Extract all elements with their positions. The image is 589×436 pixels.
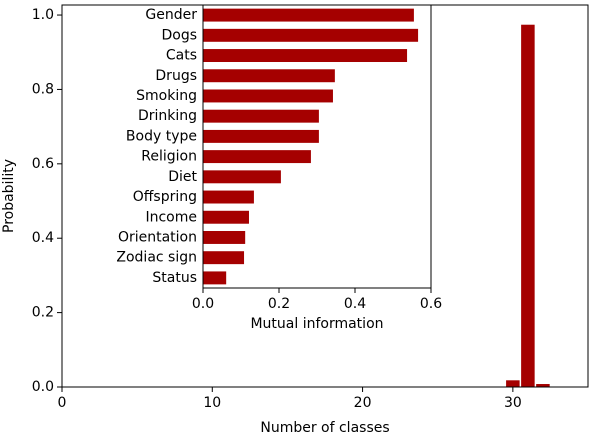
bar bbox=[536, 384, 550, 387]
y-tick-label: Zodiac sign bbox=[116, 250, 197, 266]
x-tick-label: 10 bbox=[203, 395, 221, 411]
x-axis-label: Number of classes bbox=[260, 420, 389, 436]
y-tick-label: Smoking bbox=[136, 88, 197, 104]
inset-frame bbox=[202, 4, 432, 289]
inset-x-axis-label: Mutual information bbox=[250, 316, 383, 332]
y-tick-label: 0.6 bbox=[32, 156, 54, 172]
x-tick-label: 0 bbox=[58, 395, 67, 411]
y-tick-label: Religion bbox=[141, 149, 197, 165]
bar bbox=[203, 150, 311, 164]
y-tick-label: Cats bbox=[166, 48, 197, 64]
bar bbox=[203, 8, 414, 22]
x-tick-label: 30 bbox=[504, 395, 522, 411]
y-tick-label: 0.2 bbox=[32, 305, 54, 321]
y-tick-label: Income bbox=[145, 209, 197, 225]
bar bbox=[203, 89, 333, 103]
y-tick-label: Diet bbox=[168, 169, 197, 185]
bar bbox=[203, 251, 245, 265]
y-tick-label: Offspring bbox=[133, 189, 197, 205]
x-tick-label: 20 bbox=[354, 395, 372, 411]
y-tick-label: 0.8 bbox=[32, 81, 54, 97]
bar bbox=[203, 69, 335, 83]
bar bbox=[203, 271, 227, 285]
y-tick-label: Dogs bbox=[161, 27, 197, 43]
bar bbox=[203, 230, 246, 244]
x-tick-label: 0.2 bbox=[268, 296, 290, 312]
bar bbox=[521, 24, 535, 387]
y-tick-label: Gender bbox=[145, 7, 197, 23]
y-tick-label: 0.0 bbox=[32, 379, 54, 395]
bar bbox=[203, 49, 408, 63]
inset-background bbox=[203, 5, 431, 288]
bar bbox=[203, 190, 254, 204]
y-tick-label: Status bbox=[152, 270, 197, 286]
y-tick-label: Body type bbox=[126, 128, 197, 144]
bar bbox=[203, 170, 281, 184]
bar bbox=[506, 380, 520, 387]
bar bbox=[203, 109, 319, 123]
y-tick-label: Drugs bbox=[155, 68, 197, 84]
y-tick-label: 1.0 bbox=[32, 7, 54, 23]
y-tick-label: 0.4 bbox=[32, 230, 54, 246]
y-tick-label: Drinking bbox=[138, 108, 197, 124]
bar bbox=[203, 129, 319, 143]
bar bbox=[203, 28, 419, 42]
bar bbox=[203, 210, 249, 224]
y-axis-label: Probability bbox=[1, 159, 17, 233]
x-tick-label: 0.6 bbox=[420, 296, 442, 312]
y-tick-label: Orientation bbox=[118, 229, 197, 245]
x-tick-label: 0.0 bbox=[192, 296, 214, 312]
x-tick-label: 0.4 bbox=[344, 296, 366, 312]
